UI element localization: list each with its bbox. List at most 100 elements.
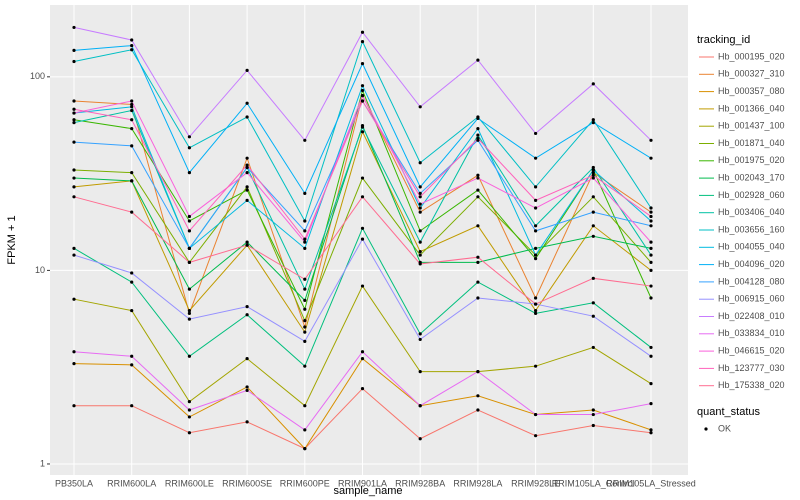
legend-label: Hb_046615_020	[718, 345, 785, 355]
data-point	[245, 313, 249, 317]
data-point	[130, 171, 134, 175]
data-point	[72, 185, 76, 189]
data-point	[476, 127, 480, 131]
legend-label: Hb_003406_040	[718, 207, 785, 217]
data-point	[303, 364, 307, 368]
data-point	[72, 246, 76, 250]
data-point	[360, 350, 365, 354]
x-tick-label: RRIM928BA	[395, 478, 445, 488]
data-point	[418, 253, 422, 257]
y-tick-label: 1	[40, 458, 45, 468]
data-point	[418, 370, 422, 374]
legend-label: Hb_001871_040	[718, 138, 785, 148]
data-point	[476, 173, 480, 177]
data-point	[303, 138, 307, 142]
data-point	[534, 434, 538, 438]
data-point	[130, 43, 134, 48]
data-point	[649, 214, 653, 219]
x-tick-label: RRIM105LA_Stressed	[606, 478, 696, 488]
data-point	[130, 354, 134, 358]
legend-label: Hb_003656_160	[718, 224, 785, 234]
data-point	[187, 308, 191, 313]
data-point	[130, 38, 134, 42]
data-point	[130, 99, 134, 103]
data-point	[245, 385, 249, 389]
data-point	[418, 105, 422, 109]
data-point	[418, 250, 422, 254]
data-point	[72, 25, 76, 30]
y-tick-label: 100	[30, 71, 45, 81]
data-point	[649, 210, 653, 214]
data-point	[476, 394, 480, 398]
data-point	[72, 111, 76, 115]
data-point	[476, 195, 480, 199]
data-point	[649, 206, 653, 210]
data-point	[303, 404, 307, 408]
data-point	[649, 354, 653, 358]
data-point	[476, 188, 480, 192]
data-point	[591, 121, 595, 125]
data-point	[360, 88, 365, 93]
data-point	[130, 144, 134, 148]
x-tick-label: RRIM105LA_Control	[552, 478, 635, 488]
data-point	[418, 206, 422, 210]
data-point	[72, 121, 76, 125]
data-point	[534, 131, 538, 136]
data-point	[187, 135, 191, 139]
data-point	[245, 243, 249, 247]
data-point	[303, 219, 307, 223]
data-point	[187, 171, 191, 175]
y-tick-label: 10	[35, 265, 45, 275]
data-point	[649, 240, 653, 244]
x-tick-label: RRIM928LE	[511, 478, 560, 488]
data-point	[303, 240, 307, 244]
data-point	[245, 163, 249, 167]
data-point	[245, 185, 249, 189]
data-point	[303, 330, 307, 334]
data-point	[303, 246, 307, 250]
x-tick-label: RRIM600LA	[107, 478, 156, 488]
data-point	[187, 214, 191, 219]
data-point	[591, 173, 595, 177]
data-point	[591, 176, 595, 180]
data-point	[187, 311, 191, 315]
data-point	[130, 118, 134, 122]
data-point	[534, 185, 538, 189]
data-point	[303, 307, 307, 311]
data-point	[591, 423, 595, 428]
data-point	[245, 420, 249, 424]
data-point	[187, 431, 191, 435]
data-point	[130, 363, 134, 367]
data-point	[303, 298, 307, 302]
legend-label: Hb_004055_040	[718, 242, 785, 252]
data-point	[130, 404, 134, 408]
data-point	[360, 195, 365, 199]
legend-label: Hb_004128_080	[718, 276, 785, 286]
data-point	[418, 332, 422, 336]
data-point	[130, 105, 134, 109]
data-point	[360, 357, 365, 361]
data-point	[476, 260, 480, 264]
data-point	[418, 262, 422, 266]
data-point	[476, 224, 480, 228]
data-point	[649, 382, 653, 386]
data-point	[130, 280, 134, 284]
data-point	[360, 387, 365, 391]
data-point	[72, 361, 76, 366]
data-point	[591, 412, 595, 417]
x-tick-label: PB350LA	[55, 478, 93, 488]
legend-title: tracking_id	[697, 34, 750, 46]
x-tick-label: RRIM600PE	[280, 478, 330, 488]
data-point	[476, 255, 480, 259]
data-point	[418, 210, 422, 214]
data-point	[649, 431, 653, 435]
data-point	[245, 165, 249, 170]
data-point	[649, 402, 653, 406]
data-point	[303, 237, 307, 241]
data-point	[591, 195, 595, 199]
data-point	[649, 138, 653, 142]
x-tick-label: RRIM901LA	[338, 478, 387, 488]
data-point	[187, 219, 191, 223]
data-point	[534, 156, 538, 160]
